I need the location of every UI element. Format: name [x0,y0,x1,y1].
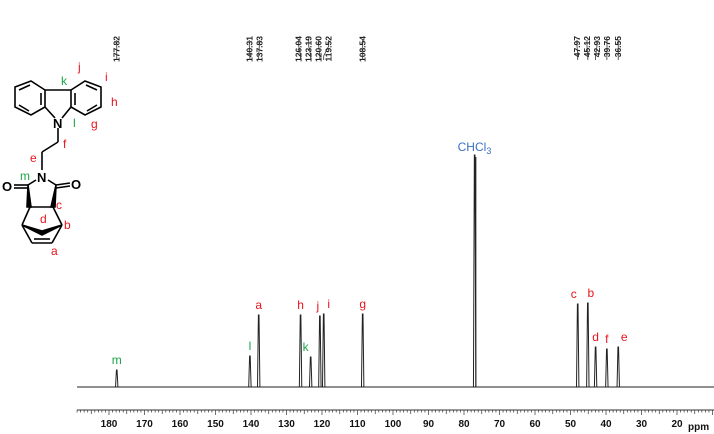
label-g: g [91,117,98,131]
shift-tick [595,40,598,60]
x-tick-label: 80 [458,419,470,430]
x-tick-label: 120 [314,419,331,430]
peak-label-b: b [587,286,594,300]
x-tick-label: 150 [207,419,224,430]
peak-label-k: k [303,340,310,354]
chemical-shift-labels: 177.82 140.31 137.83 126.04 123.19 120.60 119.… [112,36,624,62]
label-c: c [56,198,62,212]
peak-label-f: f [605,332,609,346]
x-axis-unit-label: ppm [688,422,709,433]
x-tick-label: 40 [600,419,612,430]
peak-label-j: j [316,299,320,313]
peak [115,369,119,388]
x-tick-label: 130 [278,419,295,430]
peak [593,346,598,388]
x-tick-label: 70 [494,419,506,430]
x-tick-label: 170 [136,419,153,430]
label-k: k [61,74,68,88]
shift-tick [248,40,251,60]
molecule-structure [14,80,102,244]
peak [322,313,326,388]
x-tick-label: 100 [385,419,402,430]
label-f: f [63,137,67,151]
x-tick-label: 160 [172,419,189,430]
x-tick-label: 30 [636,419,648,430]
x-tick-label: 140 [243,419,260,430]
peak [298,314,303,388]
atom-n-carbazole: N [53,116,62,131]
peak [308,356,313,388]
molecule-labels: j k i h g l f e m c d b a [20,60,118,258]
peak-label-g: g [359,297,366,311]
label-m: m [20,169,30,183]
peak [248,355,252,388]
x-tick-label: 110 [349,419,366,430]
x-tick-label: 90 [423,419,435,430]
label-a: a [51,244,58,258]
shift-tick [308,40,312,60]
peak [616,346,620,388]
atom-o-right: O [71,177,81,192]
x-tick-label: 60 [529,419,541,430]
shift-value: 119.52 [324,36,334,62]
peak [360,313,365,388]
shift-value: 123.19 [304,36,314,62]
peak-label-h: h [297,298,304,312]
x-tick-label: 50 [565,419,577,430]
peak-label-a: a [255,298,262,312]
peak [257,314,261,388]
peak [318,315,322,388]
label-h: h [111,95,118,109]
spectrum-trace: m l a h k j i g CHCl3 c b d f e [77,140,714,388]
atom-n-imide: N [37,170,46,185]
label-i: i [105,70,108,84]
peak-label-i: i [327,297,330,311]
shift-tick [576,40,579,60]
peak-label-d: d [592,330,599,344]
peak-label-c: c [571,287,577,301]
x-axis: 180 170 160 150 140 130 120 110 100 90 80 70 60 50 40 3… [76,409,714,430]
peak [605,348,609,388]
molecule-atoms: N N O O [2,116,81,194]
shift-tick [298,40,301,60]
peak-label-chcl3: CHCl3 [458,140,492,156]
shift-value: 126.04 [294,36,304,62]
peak-label-m: m [112,353,122,367]
x-tick-label: 180 [101,419,118,430]
shift-tick [318,40,321,60]
peak-label-l: l [249,339,252,353]
shift-tick [323,40,330,60]
label-e: e [30,151,37,165]
peak [586,302,590,388]
label-d: d [40,212,47,226]
label-l: l [73,116,76,130]
shift-tick [586,40,589,60]
x-tick-label: 20 [671,419,683,430]
label-j: j [77,60,81,74]
peak-label-e: e [621,330,628,344]
shift-tick [258,40,260,60]
atom-o-left: O [2,179,12,194]
label-b: b [64,218,71,232]
peak [576,303,580,388]
